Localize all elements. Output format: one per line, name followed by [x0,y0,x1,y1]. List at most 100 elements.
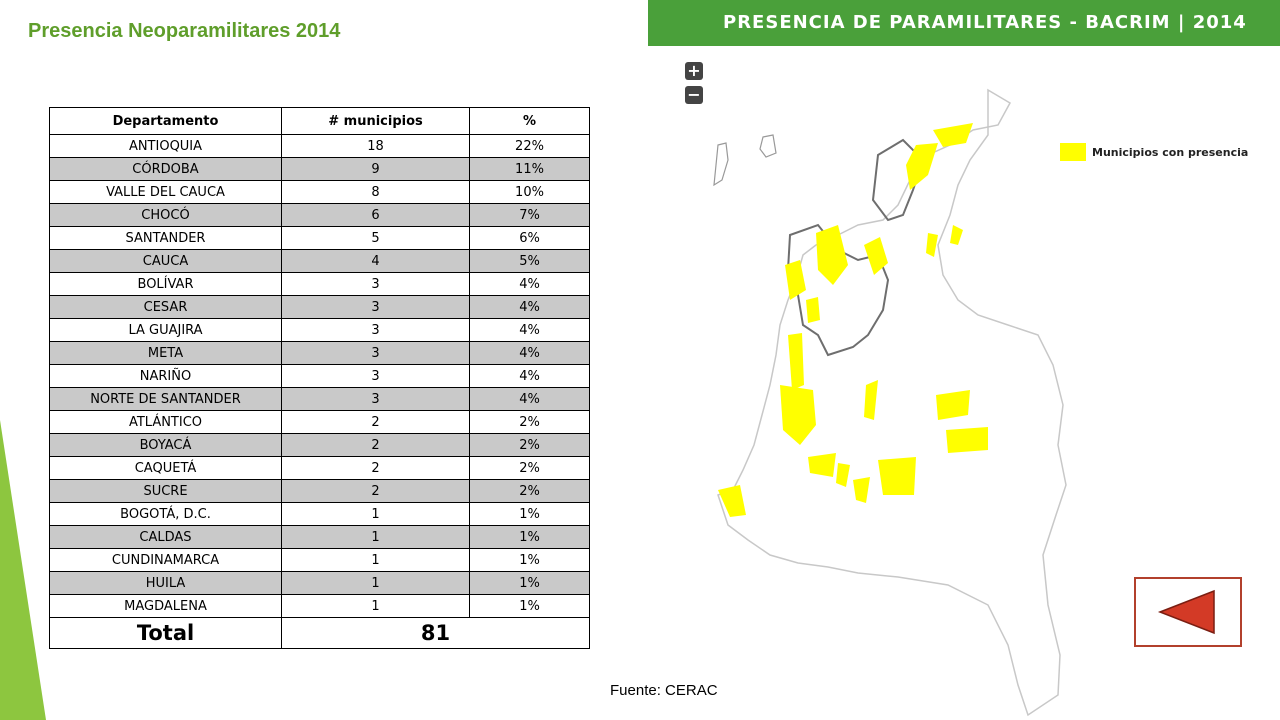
cell-municipios: 1 [281,525,470,549]
cell-percent: 2% [469,433,590,457]
page-title: Presencia Neoparamilitares 2014 [28,20,341,42]
table-row: BOLÍVAR 3 4% [49,272,590,296]
table-row: LA GUAJIRA 3 4% [49,318,590,342]
table-row: ANTIOQUIA 18 22% [49,134,590,158]
cell-percent: 4% [469,318,590,342]
table-row: CESAR 3 4% [49,295,590,319]
cell-municipios: 1 [281,548,470,572]
table-row: NARIÑO 3 4% [49,364,590,388]
colombia-map[interactable] [688,85,1068,720]
cell-municipios: 2 [281,479,470,503]
map-panel: PRESENCIA DE PARAMILITARES - BACRIM | 20… [648,0,1280,720]
cell-municipios: 18 [281,134,470,158]
cell-departamento: CÓRDOBA [49,157,282,181]
legend-swatch [1060,143,1086,161]
cell-percent: 1% [469,548,590,572]
cell-municipios: 3 [281,341,470,365]
cell-municipios: 9 [281,157,470,181]
cell-municipios: 8 [281,180,470,204]
cell-percent: 2% [469,479,590,503]
table-row: MAGDALENA 1 1% [49,594,590,618]
cell-percent: 4% [469,341,590,365]
cell-percent: 4% [469,295,590,319]
cell-departamento: VALLE DEL CAUCA [49,180,282,204]
cell-departamento: META [49,341,282,365]
cell-municipios: 3 [281,364,470,388]
cell-municipios: 2 [281,410,470,434]
legend-label: Municipios con presencia [1092,145,1249,159]
table-row: HUILA 1 1% [49,571,590,595]
cell-departamento: CUNDINAMARCA [49,548,282,572]
cell-percent: 7% [469,203,590,227]
cell-percent: 22% [469,134,590,158]
cell-municipios: 1 [281,594,470,618]
column-header-percent: % [469,107,590,135]
cell-municipios: 2 [281,456,470,480]
cell-departamento: BOGOTÁ, D.C. [49,502,282,526]
map-header: PRESENCIA DE PARAMILITARES - BACRIM | 20… [648,0,1280,46]
cell-departamento: CHOCÓ [49,203,282,227]
cell-departamento: CALDAS [49,525,282,549]
table-row: CAQUETÁ 2 2% [49,456,590,480]
column-header-municipios: # municipios [281,107,470,135]
cell-percent: 4% [469,364,590,388]
cell-departamento: CESAR [49,295,282,319]
presence-regions [718,123,988,517]
cell-percent: 11% [469,157,590,181]
guajira-outline [871,138,925,222]
cell-departamento: BOYACÁ [49,433,282,457]
cell-municipios: 3 [281,272,470,296]
cell-percent: 2% [469,410,590,434]
cell-percent: 1% [469,594,590,618]
table-row: ATLÁNTICO 2 2% [49,410,590,434]
table-row: VALLE DEL CAUCA 8 10% [49,180,590,204]
cell-departamento: SUCRE [49,479,282,503]
triangle-left-icon [1157,589,1215,635]
cell-percent: 1% [469,525,590,549]
cell-departamento: LA GUAJIRA [49,318,282,342]
cell-municipios: 3 [281,295,470,319]
cell-departamento: ATLÁNTICO [49,410,282,434]
country-outline [717,88,1067,717]
table-row: CÓRDOBA 9 11% [49,157,590,181]
table-row: BOYACÁ 2 2% [49,433,590,457]
table-row: CALDAS 1 1% [49,525,590,549]
presence-table: Departamento # municipios % ANTIOQUIA 18 2… [49,107,590,649]
zoom-out-button[interactable]: − [685,86,703,104]
cell-municipios: 6 [281,203,470,227]
total-label: Total [49,617,282,649]
cell-departamento: BOLÍVAR [49,272,282,296]
cell-municipios: 5 [281,226,470,250]
cell-departamento: CAQUETÁ [49,456,282,480]
cell-percent: 1% [469,571,590,595]
total-value: 81 [281,617,590,649]
cell-percent: 10% [469,180,590,204]
back-button[interactable] [1134,577,1242,647]
cell-percent: 5% [469,249,590,273]
table-row: BOGOTÁ, D.C. 1 1% [49,502,590,526]
table-row: SUCRE 2 2% [49,479,590,503]
table-row: CUNDINAMARCA 1 1% [49,548,590,572]
cell-municipios: 3 [281,318,470,342]
table-row: NORTE DE SANTANDER 3 4% [49,387,590,411]
table-header-row: Departamento # municipios % [49,107,590,135]
zoom-in-button[interactable]: + [685,62,703,80]
accent-wedge [0,420,46,720]
column-header-departamento: Departamento [49,107,282,135]
cell-departamento: MAGDALENA [49,594,282,618]
map-legend: Municipios con presencia [1060,143,1248,161]
table-row: CAUCA 4 5% [49,249,590,273]
cell-municipios: 4 [281,249,470,273]
source-note: Fuente: CERAC [610,682,718,699]
table-row: SANTANDER 5 6% [49,226,590,250]
table-row: CHOCÓ 6 7% [49,203,590,227]
cell-departamento: NARIÑO [49,364,282,388]
cell-municipios: 3 [281,387,470,411]
cell-departamento: HUILA [49,571,282,595]
island-outline [713,142,729,187]
cell-municipios: 1 [281,502,470,526]
cell-departamento: CAUCA [49,249,282,273]
cell-percent: 6% [469,226,590,250]
island-outline-2 [759,134,777,158]
cell-departamento: SANTANDER [49,226,282,250]
